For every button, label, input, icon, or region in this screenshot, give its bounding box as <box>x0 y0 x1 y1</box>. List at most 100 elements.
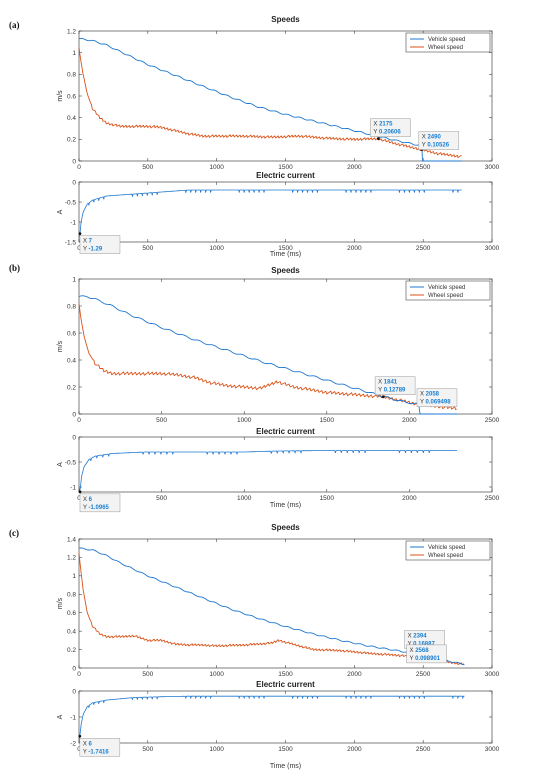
datatip-y-key: Y <box>83 247 89 253</box>
datatip-box <box>406 644 447 664</box>
datatip-x-text: X 2175 <box>373 122 393 128</box>
datatip-x-key: X <box>420 392 426 398</box>
datatip-y-value: 0.10526 <box>427 143 449 149</box>
speeds-ytick-label: 0 <box>72 665 76 672</box>
speeds-title: Speeds <box>271 15 300 24</box>
speeds-datatip: X 2490 Y 0.10526 <box>418 131 460 151</box>
speeds-xtick-label: 1000 <box>209 164 224 171</box>
current-ytick-label: -0.5 <box>65 459 77 466</box>
current-ytick-label: 0 <box>72 434 76 441</box>
panel-letter: (b) <box>9 263 20 273</box>
legend: Vehicle speed Wheel speed <box>405 280 491 301</box>
speeds-xtick-label: 2000 <box>402 417 417 424</box>
datatip-y-text: Y 0.16887 <box>408 641 436 647</box>
speeds-title: Speeds <box>271 266 300 275</box>
speeds-xtick-label: 1500 <box>278 671 293 678</box>
speeds-subplot: 0 500 1000 1500 2000 2500 0 0.2 0.4 0.6 0.8 1 Speeds… <box>57 266 500 424</box>
speeds-xtick-label: 500 <box>156 417 167 424</box>
datatip-x-text: X 2058 <box>420 392 440 398</box>
vehicle-speed-line <box>78 295 458 415</box>
current-title: Electric current <box>256 427 315 436</box>
speeds-ytick-label: 0.2 <box>67 384 76 391</box>
datatip-x-key: X <box>83 497 89 503</box>
speeds-xtick-label: 3000 <box>485 671 500 678</box>
current-ytick-label: -1 <box>70 219 76 226</box>
current-xtick-label: 1500 <box>278 245 293 252</box>
datatip-y-key: Y <box>83 505 89 511</box>
datatip-x-text: X 1841 <box>378 380 398 386</box>
datatip-x-key: X <box>408 633 414 639</box>
speeds-ytick-label: 1 <box>72 573 76 580</box>
current-subplot: 0 500 1000 1500 2000 2500 -1 -0.5 0 Electric curr… <box>57 427 500 513</box>
speeds-xtick-label: 1000 <box>209 671 224 678</box>
speeds-subplot: 0 500 1000 1500 2000 2500 3000 0 0.2 0.4 0.6 0.8 1 1.… <box>57 523 500 678</box>
vehicle-speed-line <box>78 547 465 666</box>
panel-3: (c)0 500 1000 1500 2000 2500 300000.20.40.60.8… <box>9 523 500 770</box>
current-ytick-label: 0 <box>72 688 76 695</box>
speeds-xtick-label: 2500 <box>416 671 431 678</box>
current-plot-area <box>78 690 493 744</box>
datatip-x-text: X 2394 <box>408 633 428 639</box>
current-xtick-label: 0 <box>77 746 81 753</box>
speeds-xtick-label: 2500 <box>485 417 500 424</box>
speeds-xtick-label: 0 <box>77 671 81 678</box>
legend-wheel-label: Wheel speed <box>428 553 463 559</box>
datatip-y-key: Y <box>422 143 428 149</box>
current-xtick-label: 1500 <box>278 746 293 753</box>
legend-box <box>405 280 491 301</box>
datatip-box <box>79 235 121 254</box>
speeds-ylabel: m/s <box>57 90 64 102</box>
datatip-y-text: Y 0.098901 <box>410 656 441 662</box>
panel-2: (b) 0 500 1000 1500 2000 2500 0 0.2 0.4 0.6 0.8 1 Spe… <box>9 263 500 513</box>
speeds-ylabel: m/s <box>57 597 64 609</box>
current-xtick-label: 2500 <box>416 245 431 252</box>
speeds-ytick-label: 1 <box>72 276 76 283</box>
datatip-x-key: X <box>410 648 416 654</box>
speeds-ylabel: m/s <box>57 340 64 352</box>
speeds-ytick-label: 0.6 <box>67 93 76 100</box>
speeds-xtick-label: 500 <box>142 164 153 171</box>
datatip-y-text: Y -1.0965 <box>83 505 110 511</box>
legend-wheel-label: Wheel speed <box>428 45 463 51</box>
vehicle-speed-line <box>78 37 462 162</box>
datatip-x-text: X 2568 <box>410 648 430 654</box>
legend-box <box>405 540 491 561</box>
legend-vehicle-label: Vehicle speed <box>428 37 465 43</box>
panel-1: (a)0 500 1000 1500 2000 2500 300000.20.40.60.8… <box>9 15 500 258</box>
current-ytick-label: -1.5 <box>65 239 77 246</box>
datatip-marker <box>78 232 82 236</box>
legend-box <box>405 32 491 53</box>
datatip-y-text: Y 0.069498 <box>420 400 451 406</box>
speeds-ytick-label: 0.4 <box>67 115 76 122</box>
panel-letter: (a) <box>9 20 20 30</box>
speeds-ytick-label: 0.2 <box>67 647 76 654</box>
current-subplot: 0 500 1000 1500 2000 2500 3000 -1.5 -1 -0.5 0 Elect… <box>57 171 500 258</box>
current-ytick-label: -1 <box>70 484 76 491</box>
datatip-x-key: X <box>373 122 379 128</box>
panel-letter: (c) <box>9 528 19 538</box>
datatip-box <box>79 493 121 513</box>
speeds-ytick-label: 1.2 <box>67 555 76 562</box>
datatip-y-key: Y <box>83 749 89 755</box>
speeds-title: Speeds <box>271 523 300 532</box>
datatip-x-text: X 7 <box>83 239 93 245</box>
datatip-y-text: Y -1.7416 <box>83 749 110 755</box>
datatip-x-value: 6 <box>89 497 93 503</box>
current-xtick-label: 3000 <box>485 245 500 252</box>
current-datatip: X 7 Y -1.29 <box>78 232 121 254</box>
current-xtick-label: 2500 <box>416 746 431 753</box>
datatip-x-value: 2175 <box>379 122 393 128</box>
datatip-x-key: X <box>422 135 428 141</box>
speeds-ytick-label: 0 <box>72 158 76 165</box>
current-datatip: X 6 Y -1.0965 <box>78 490 121 513</box>
datatip-y-value: -1.29 <box>89 247 103 253</box>
speeds-ytick-label: 0.8 <box>67 303 76 310</box>
speeds-ytick-label: 0 <box>72 411 76 418</box>
current-ytick-label: -0.5 <box>65 199 77 206</box>
current-subplot: 0 500 1000 1500 2000 2500 3000 -2 -1 0 Electric cu… <box>57 680 500 770</box>
current-xtick-label: 2000 <box>347 245 362 252</box>
datatip-y-value: 0.098901 <box>415 656 441 662</box>
datatip-x-text: X 6 <box>83 741 93 747</box>
